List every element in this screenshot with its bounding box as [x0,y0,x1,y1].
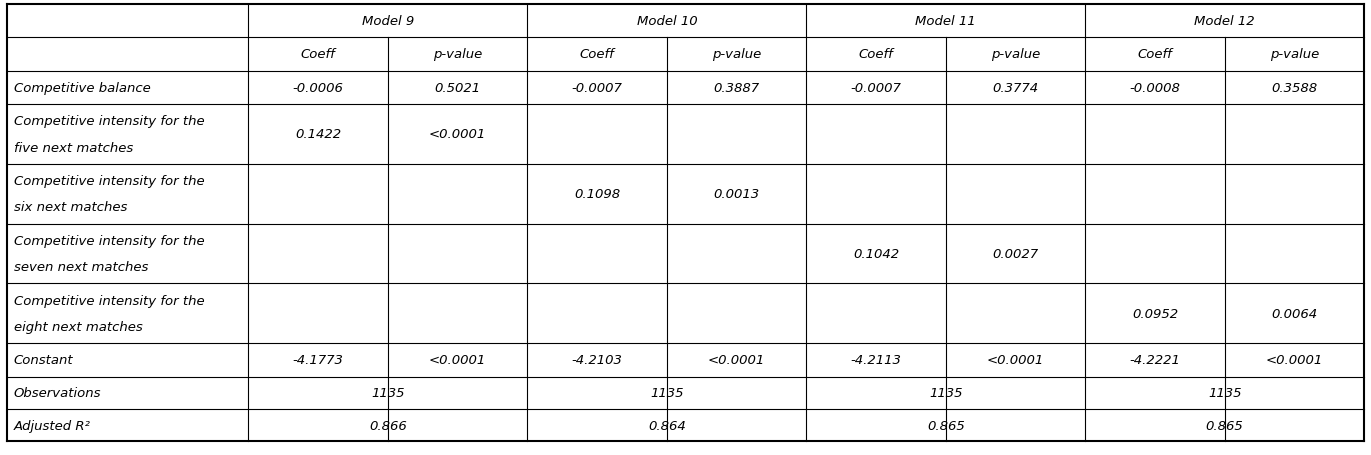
Text: -4.2113: -4.2113 [850,354,902,367]
Text: 0.865: 0.865 [927,419,965,432]
Text: Coeff: Coeff [1138,48,1172,61]
Text: 0.0027: 0.0027 [993,248,1039,260]
Text: -0.0007: -0.0007 [850,82,902,95]
Text: p-value: p-value [991,48,1041,61]
Text: six next matches: six next matches [14,201,128,214]
Text: Competitive balance: Competitive balance [14,82,151,95]
Text: <0.0001: <0.0001 [429,354,487,367]
Text: 0.864: 0.864 [648,419,686,432]
Text: <0.0001: <0.0001 [1265,354,1323,367]
Text: p-value: p-value [433,48,483,61]
Text: 0.3774: 0.3774 [993,82,1039,95]
Text: five next matches: five next matches [14,142,133,154]
Text: Competitive intensity for the: Competitive intensity for the [14,234,204,248]
Text: Adjusted R²: Adjusted R² [14,419,90,432]
Text: -4.2221: -4.2221 [1130,354,1180,367]
Text: -0.0006: -0.0006 [293,82,344,95]
Text: Coeff: Coeff [300,48,336,61]
Text: -0.0007: -0.0007 [572,82,622,95]
Text: -4.2103: -4.2103 [572,354,622,367]
Text: Coeff: Coeff [580,48,614,61]
Text: 0.0013: 0.0013 [713,188,760,201]
Text: 0.3588: 0.3588 [1271,82,1318,95]
Text: Competitive intensity for the: Competitive intensity for the [14,115,204,128]
Text: Model 12: Model 12 [1194,15,1254,28]
Text: <0.0001: <0.0001 [987,354,1045,367]
Text: 1135: 1135 [372,386,404,399]
Text: <0.0001: <0.0001 [429,128,487,141]
Text: 0.1422: 0.1422 [295,128,341,141]
Text: 0.1098: 0.1098 [574,188,620,201]
Text: -4.1773: -4.1773 [293,354,344,367]
Text: 0.1042: 0.1042 [853,248,899,260]
Text: Observations: Observations [14,386,101,399]
Text: seven next matches: seven next matches [14,261,148,273]
Text: 0.865: 0.865 [1206,419,1243,432]
Text: 0.5021: 0.5021 [435,82,481,95]
Text: p-value: p-value [712,48,761,61]
Text: 0.3887: 0.3887 [713,82,760,95]
Text: 0.0952: 0.0952 [1132,307,1178,320]
Text: -0.0008: -0.0008 [1130,82,1180,95]
Text: Model 11: Model 11 [916,15,976,28]
Text: Model 9: Model 9 [362,15,414,28]
Text: Constant: Constant [14,354,73,367]
Text: Competitive intensity for the: Competitive intensity for the [14,175,204,188]
Text: Model 10: Model 10 [636,15,696,28]
Text: 0.866: 0.866 [369,419,407,432]
Text: eight next matches: eight next matches [14,320,143,333]
Text: 1135: 1135 [650,386,684,399]
Text: p-value: p-value [1270,48,1319,61]
Text: 1135: 1135 [1208,386,1241,399]
Text: Competitive intensity for the: Competitive intensity for the [14,294,204,307]
Text: <0.0001: <0.0001 [707,354,765,367]
Text: Coeff: Coeff [858,48,894,61]
Text: 0.0064: 0.0064 [1271,307,1318,320]
Text: 1135: 1135 [930,386,962,399]
